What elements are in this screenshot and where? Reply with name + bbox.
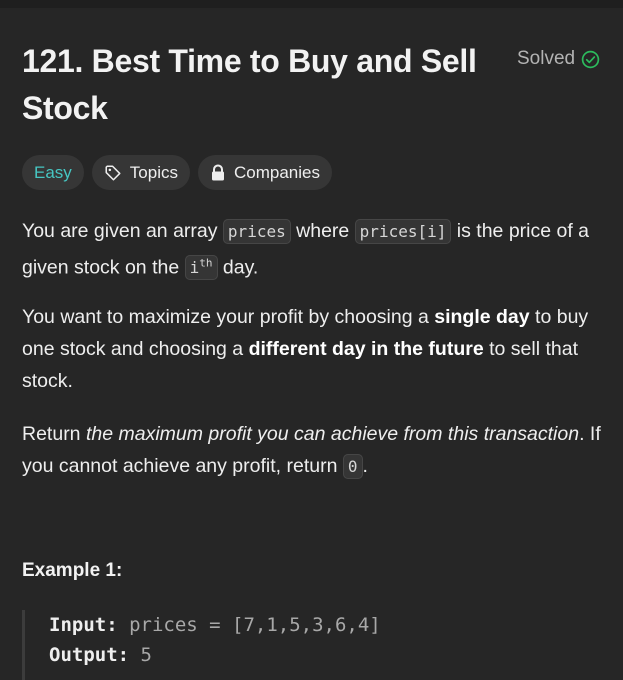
- difficulty-label: Easy: [34, 162, 72, 182]
- example-output-line: Output: 5: [49, 640, 612, 670]
- example-input-line: Input: prices = [7,1,5,3,6,4]: [49, 610, 612, 640]
- companies-label: Companies: [233, 162, 320, 182]
- lock-icon: [210, 163, 226, 182]
- text-segment: Return: [22, 423, 86, 445]
- inline-code-prices-i: prices[i]: [354, 219, 452, 244]
- text-segment: to buy one stock and choosing a: [22, 306, 589, 360]
- check-circle-icon: [581, 50, 600, 69]
- bold-segment: single day: [434, 306, 530, 328]
- example-1-heading: Example 1:: [22, 560, 123, 581]
- text-segment: where: [290, 220, 355, 242]
- input-label: Input:: [49, 614, 118, 636]
- topics-label: Topics: [129, 162, 178, 182]
- solved-status: Solved: [517, 48, 600, 70]
- companies-tag[interactable]: Companies: [197, 155, 332, 190]
- text-segment: . If you cannot achieve any profit, retu…: [22, 423, 601, 477]
- difficulty-tag[interactable]: Easy: [22, 155, 84, 190]
- text-segment: You want to maximize your profit by choo…: [22, 306, 435, 328]
- italic-segment: the maximum profit you can achieve from …: [85, 423, 580, 445]
- description-paragraph-2: You want to maximize your profit by choo…: [22, 301, 612, 397]
- text-segment: is the price of a given stock on the: [22, 220, 590, 279]
- inline-code-prices: prices: [222, 219, 291, 244]
- tag-bar: Easy Topics Companies: [22, 155, 332, 190]
- text-segment: You are given an array: [22, 220, 223, 242]
- bold-segment: different day in the future: [248, 338, 484, 360]
- code-superscript: th: [199, 257, 213, 270]
- description-paragraph-3: Return the maximum profit you can achiev…: [22, 418, 612, 483]
- problem-title: 121. Best Time to Buy and Sell Stock: [22, 43, 477, 126]
- text-segment: to sell that stock.: [22, 338, 578, 392]
- tag-icon: [104, 164, 122, 182]
- description-paragraph-1: You are given an array prices where pric…: [22, 215, 612, 284]
- output-label: Output:: [49, 644, 130, 666]
- output-value: 5: [140, 644, 152, 666]
- input-value: prices = [7,1,5,3,6,4]: [129, 614, 381, 636]
- top-bar: [0, 0, 623, 8]
- solved-label: Solved: [517, 48, 576, 69]
- code-base: i: [189, 258, 200, 278]
- example-1-block: Input: prices = [7,1,5,3,6,4] Output: 5: [22, 610, 612, 680]
- inline-code-zero: 0: [342, 454, 363, 479]
- inline-code-ith: ith: [184, 255, 218, 281]
- topics-tag[interactable]: Topics: [91, 155, 190, 190]
- text-segment: day.: [217, 256, 259, 279]
- text-segment: .: [362, 455, 368, 477]
